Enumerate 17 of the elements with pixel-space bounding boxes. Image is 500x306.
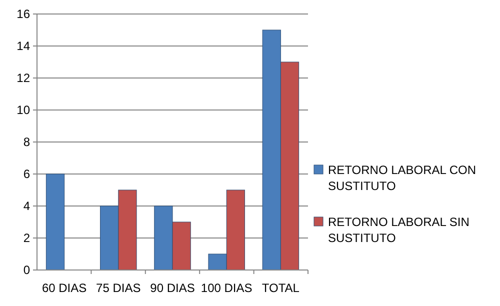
legend-label: RETORNO LABORAL SIN SUSTITUTO <box>328 215 470 245</box>
y-tick-label: 4 <box>23 199 30 214</box>
x-tick-label: 100 DIAS <box>200 281 252 295</box>
y-tick-label: 6 <box>23 167 30 182</box>
legend-label: RETORNO LABORAL CON SUSTITUTO <box>328 163 476 193</box>
y-tick-label: 12 <box>16 71 30 86</box>
y-tick-label: 16 <box>16 7 30 22</box>
x-tick-label: 90 DIAS <box>150 281 195 295</box>
bar <box>46 174 65 270</box>
x-tick-label: 75 DIAS <box>96 281 141 295</box>
y-tick-label: 2 <box>23 231 30 246</box>
x-tick-label: TOTAL <box>262 281 300 295</box>
y-tick-label: 8 <box>23 135 30 150</box>
y-tick-label: 0 <box>23 263 30 278</box>
y-tick-label: 10 <box>16 103 30 118</box>
x-tick-label: 60 DIAS <box>42 281 87 295</box>
y-tick-label: 14 <box>16 39 30 54</box>
